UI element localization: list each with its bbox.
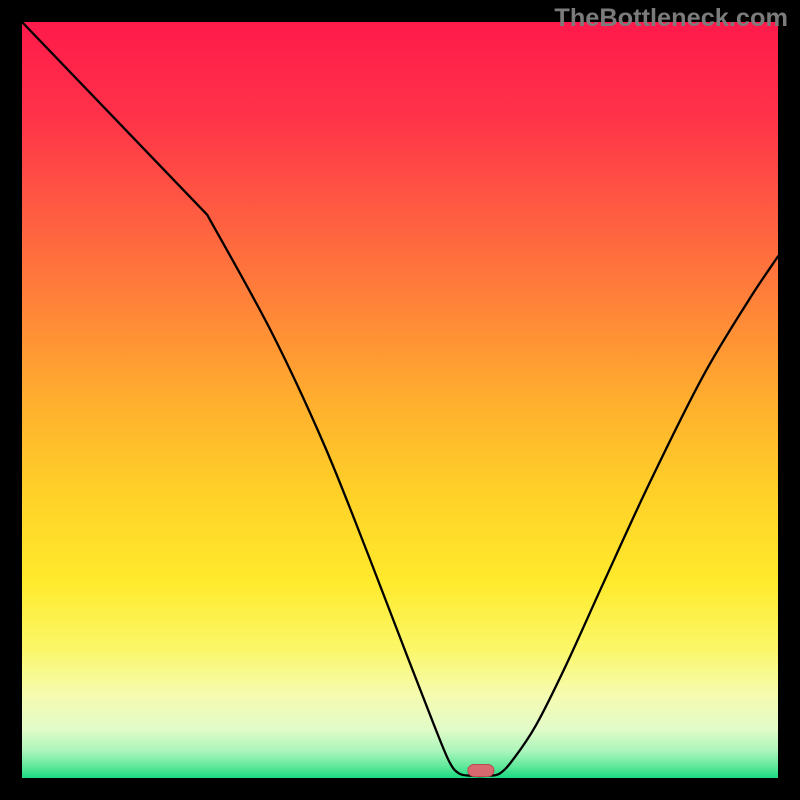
chart-container: TheBottleneck.com — [0, 0, 800, 800]
bottleneck-chart — [22, 22, 778, 778]
gradient-background — [22, 22, 778, 778]
optimal-point-marker — [468, 764, 494, 776]
watermark-text: TheBottleneck.com — [554, 4, 788, 33]
